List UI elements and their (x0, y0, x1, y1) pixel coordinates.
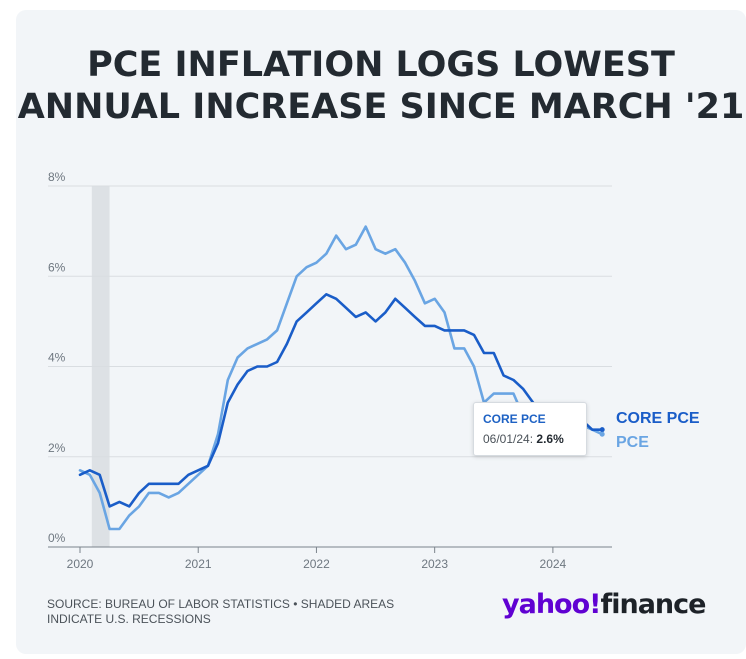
series-label-core-pce: CORE PCE (616, 410, 700, 427)
tooltip-series: CORE PCE (483, 412, 546, 426)
tooltip-body: 06/01/24: 2.6% (483, 430, 577, 448)
y-tick-label: 0% (48, 531, 66, 545)
tooltip-date: 06/01/24: (483, 432, 534, 446)
x-tick-label: 2021 (185, 557, 212, 571)
x-tick-label: 2023 (421, 557, 448, 571)
chart-title: PCE INFLATION LOGS LOWEST ANNUAL INCREAS… (17, 45, 745, 127)
series-line-core-pce (78, 293, 604, 508)
y-tick-label: 2% (48, 441, 66, 455)
end-point-pce (599, 431, 605, 437)
x-tick-label: 2024 (540, 557, 567, 571)
tooltip: CORE PCE 06/01/24: 2.6% (473, 402, 587, 456)
source-note: SOURCE: BUREAU OF LABOR STATISTICS • SHA… (47, 597, 394, 627)
source-line-2: INDICATE U.S. RECESSIONS (47, 612, 211, 626)
series-line-pce (78, 225, 604, 531)
x-tick-label: 2022 (303, 557, 330, 571)
x-tick-label: 2020 (67, 557, 94, 571)
end-point-core-pce (599, 427, 605, 433)
yahoo-finance-logo: yahoo!finance (502, 588, 706, 622)
logo-yahoo: yahoo! (502, 589, 601, 620)
y-tick-label: 4% (48, 351, 66, 365)
tooltip-value: 2.6% (536, 432, 564, 446)
series-label-pce: PCE (616, 434, 649, 451)
y-tick-label: 8% (48, 170, 66, 184)
logo-finance: finance (600, 589, 706, 620)
y-tick-label: 6% (48, 260, 66, 274)
source-line-1: SOURCE: BUREAU OF LABOR STATISTICS • SHA… (47, 597, 395, 611)
